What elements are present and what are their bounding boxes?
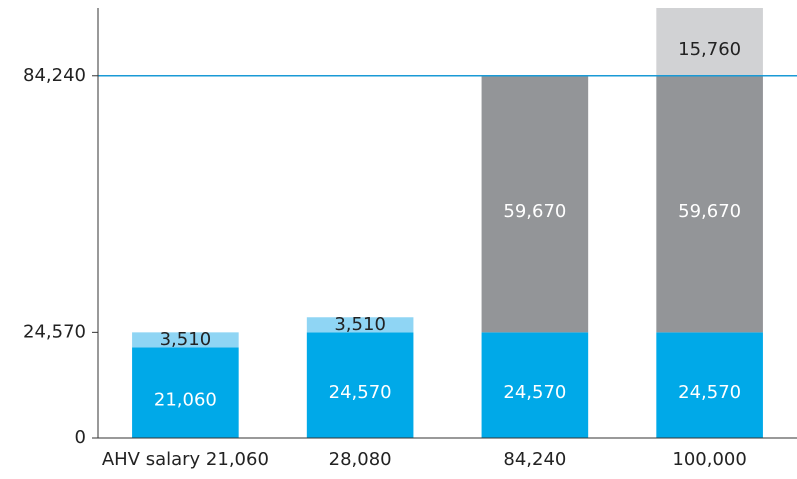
data-label: 59,670 <box>678 201 741 222</box>
bar-segment <box>306 332 414 438</box>
data-label: 59,670 <box>503 201 566 222</box>
bar-segment <box>656 75 763 333</box>
data-label: 21,060 <box>154 390 217 411</box>
data-label: 24,570 <box>678 382 741 403</box>
bar-segment <box>132 347 239 438</box>
y-tick-label: 0 <box>75 427 86 448</box>
y-tick-label: 24,570 <box>23 321 86 342</box>
bar-segment <box>132 332 239 348</box>
x-tick-label: 100,000 <box>672 449 746 470</box>
y-tick-label: 84,240 <box>23 65 86 86</box>
data-label: 24,570 <box>329 382 392 403</box>
x-tick-label: 28,080 <box>329 449 392 470</box>
bar-segment <box>481 332 589 438</box>
bar-segment <box>656 332 763 438</box>
bar-segment <box>306 317 414 333</box>
bar-segment <box>656 8 763 76</box>
bar-segment <box>481 75 589 333</box>
data-label: 24,570 <box>503 382 566 403</box>
data-label: 3,510 <box>334 314 386 335</box>
x-tick-label: 84,240 <box>503 449 566 470</box>
data-label: 15,760 <box>678 39 741 60</box>
data-label: 3,510 <box>160 329 212 350</box>
x-tick-label: AHV salary 21,060 <box>102 449 269 470</box>
